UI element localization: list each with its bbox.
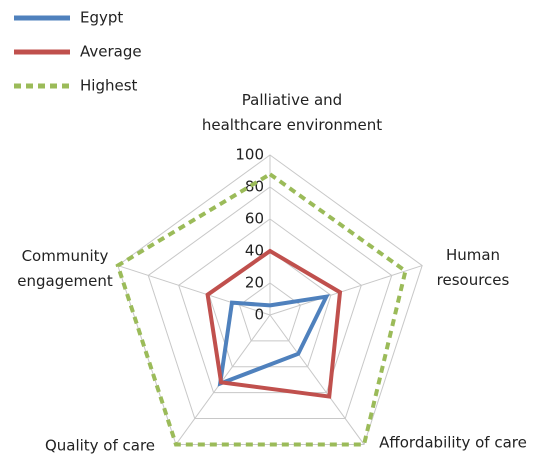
- grid-ring: [147, 186, 393, 420]
- spoke: [269, 314, 365, 445]
- series-line: [205, 248, 343, 399]
- legend-label: Average: [80, 43, 142, 61]
- spoke: [117, 265, 271, 316]
- series-line: [217, 294, 330, 387]
- r-tick-label: 100: [235, 146, 264, 164]
- category-label: Affordability of care: [379, 434, 527, 452]
- r-tick-label: 80: [245, 178, 264, 196]
- r-tick-label: 60: [245, 210, 264, 228]
- category-label: Palliative and healthcare environment: [202, 91, 382, 134]
- spoke: [175, 314, 271, 445]
- r-tick-label: 20: [245, 274, 264, 292]
- legend-label: Highest: [80, 77, 138, 95]
- category-label: Human resources: [437, 246, 510, 289]
- grid-ring: [178, 218, 362, 394]
- r-tick-label: 40: [245, 242, 264, 260]
- spoke: [269, 265, 423, 316]
- r-tick-label: 0: [254, 306, 264, 324]
- legend-label: Egypt: [80, 9, 123, 27]
- series-line: [115, 171, 408, 447]
- category-label: Quality of care: [45, 437, 155, 455]
- category-label: Community engagement: [17, 247, 113, 290]
